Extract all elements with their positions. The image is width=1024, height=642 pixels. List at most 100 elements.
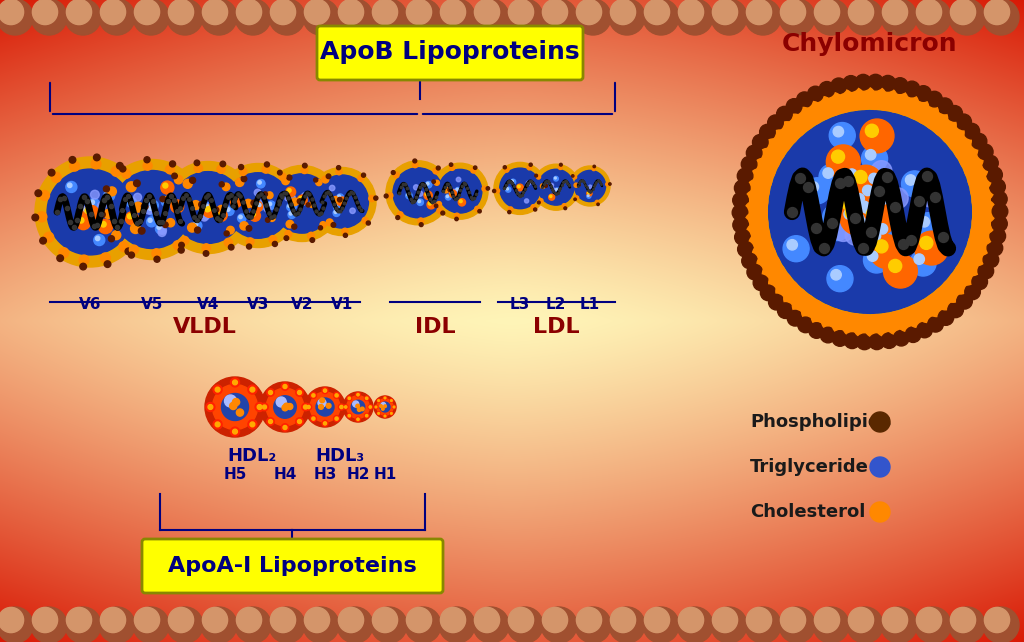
Circle shape — [863, 86, 887, 109]
Circle shape — [247, 238, 254, 245]
Circle shape — [753, 134, 768, 150]
Circle shape — [849, 165, 883, 199]
Circle shape — [824, 214, 850, 241]
Circle shape — [678, 607, 703, 632]
Circle shape — [840, 205, 866, 231]
Circle shape — [287, 175, 292, 180]
Circle shape — [948, 129, 972, 153]
Circle shape — [608, 183, 611, 185]
Circle shape — [278, 170, 282, 175]
Circle shape — [272, 241, 278, 247]
Circle shape — [792, 107, 815, 131]
Circle shape — [270, 607, 296, 632]
Circle shape — [432, 180, 435, 184]
Circle shape — [343, 404, 348, 409]
Circle shape — [843, 165, 868, 191]
Circle shape — [969, 232, 991, 256]
Circle shape — [374, 396, 396, 418]
Circle shape — [91, 211, 100, 220]
Circle shape — [529, 163, 532, 166]
Circle shape — [959, 148, 983, 171]
Circle shape — [201, 214, 208, 221]
Circle shape — [757, 148, 779, 172]
Circle shape — [450, 163, 453, 166]
Circle shape — [180, 236, 188, 245]
Circle shape — [267, 418, 274, 425]
Circle shape — [587, 191, 592, 196]
Circle shape — [916, 299, 939, 322]
Circle shape — [171, 200, 183, 213]
Circle shape — [867, 251, 878, 261]
Circle shape — [809, 323, 824, 338]
Circle shape — [264, 205, 270, 212]
Circle shape — [915, 213, 941, 239]
Circle shape — [438, 169, 482, 213]
Circle shape — [348, 397, 350, 399]
Circle shape — [856, 218, 866, 228]
Circle shape — [156, 224, 166, 234]
Circle shape — [895, 92, 919, 116]
Circle shape — [441, 211, 444, 215]
Circle shape — [844, 209, 854, 220]
Circle shape — [220, 161, 225, 167]
Circle shape — [866, 207, 880, 220]
Circle shape — [541, 184, 545, 189]
Circle shape — [905, 175, 915, 185]
Circle shape — [808, 86, 823, 102]
Circle shape — [426, 182, 429, 185]
Circle shape — [302, 403, 309, 411]
Circle shape — [407, 607, 431, 632]
Circle shape — [355, 392, 360, 397]
Circle shape — [733, 217, 749, 233]
Circle shape — [558, 166, 562, 169]
Circle shape — [284, 403, 290, 409]
Circle shape — [304, 607, 330, 632]
Circle shape — [384, 415, 386, 417]
Circle shape — [849, 607, 873, 632]
Circle shape — [478, 209, 481, 213]
Circle shape — [168, 607, 194, 632]
Circle shape — [896, 308, 920, 332]
Circle shape — [745, 179, 769, 203]
Circle shape — [787, 311, 803, 326]
Circle shape — [971, 178, 994, 202]
Circle shape — [595, 200, 599, 204]
Circle shape — [66, 182, 77, 193]
Circle shape — [103, 186, 110, 192]
Circle shape — [834, 126, 844, 137]
Circle shape — [762, 263, 785, 286]
Circle shape — [282, 383, 289, 390]
Circle shape — [166, 218, 175, 227]
Circle shape — [282, 405, 288, 411]
Circle shape — [0, 0, 33, 35]
Circle shape — [933, 114, 956, 137]
Circle shape — [436, 202, 441, 207]
Text: L1: L1 — [580, 297, 600, 312]
Circle shape — [854, 193, 864, 204]
Circle shape — [511, 179, 516, 184]
Circle shape — [33, 0, 57, 24]
Circle shape — [224, 238, 232, 247]
Circle shape — [455, 213, 460, 218]
Circle shape — [93, 154, 100, 160]
Circle shape — [296, 418, 303, 425]
Circle shape — [507, 0, 543, 35]
Circle shape — [290, 204, 293, 206]
Circle shape — [545, 184, 548, 187]
Circle shape — [833, 221, 854, 241]
Circle shape — [853, 315, 877, 338]
Circle shape — [847, 607, 883, 642]
Circle shape — [239, 215, 243, 219]
Circle shape — [847, 0, 883, 35]
Circle shape — [256, 202, 265, 211]
Circle shape — [318, 404, 324, 410]
Circle shape — [191, 200, 201, 209]
Circle shape — [86, 209, 90, 213]
Circle shape — [446, 195, 449, 198]
Circle shape — [873, 190, 900, 216]
Circle shape — [195, 160, 200, 166]
Circle shape — [203, 205, 212, 214]
Circle shape — [550, 195, 552, 198]
Circle shape — [83, 206, 97, 220]
Circle shape — [552, 188, 556, 192]
